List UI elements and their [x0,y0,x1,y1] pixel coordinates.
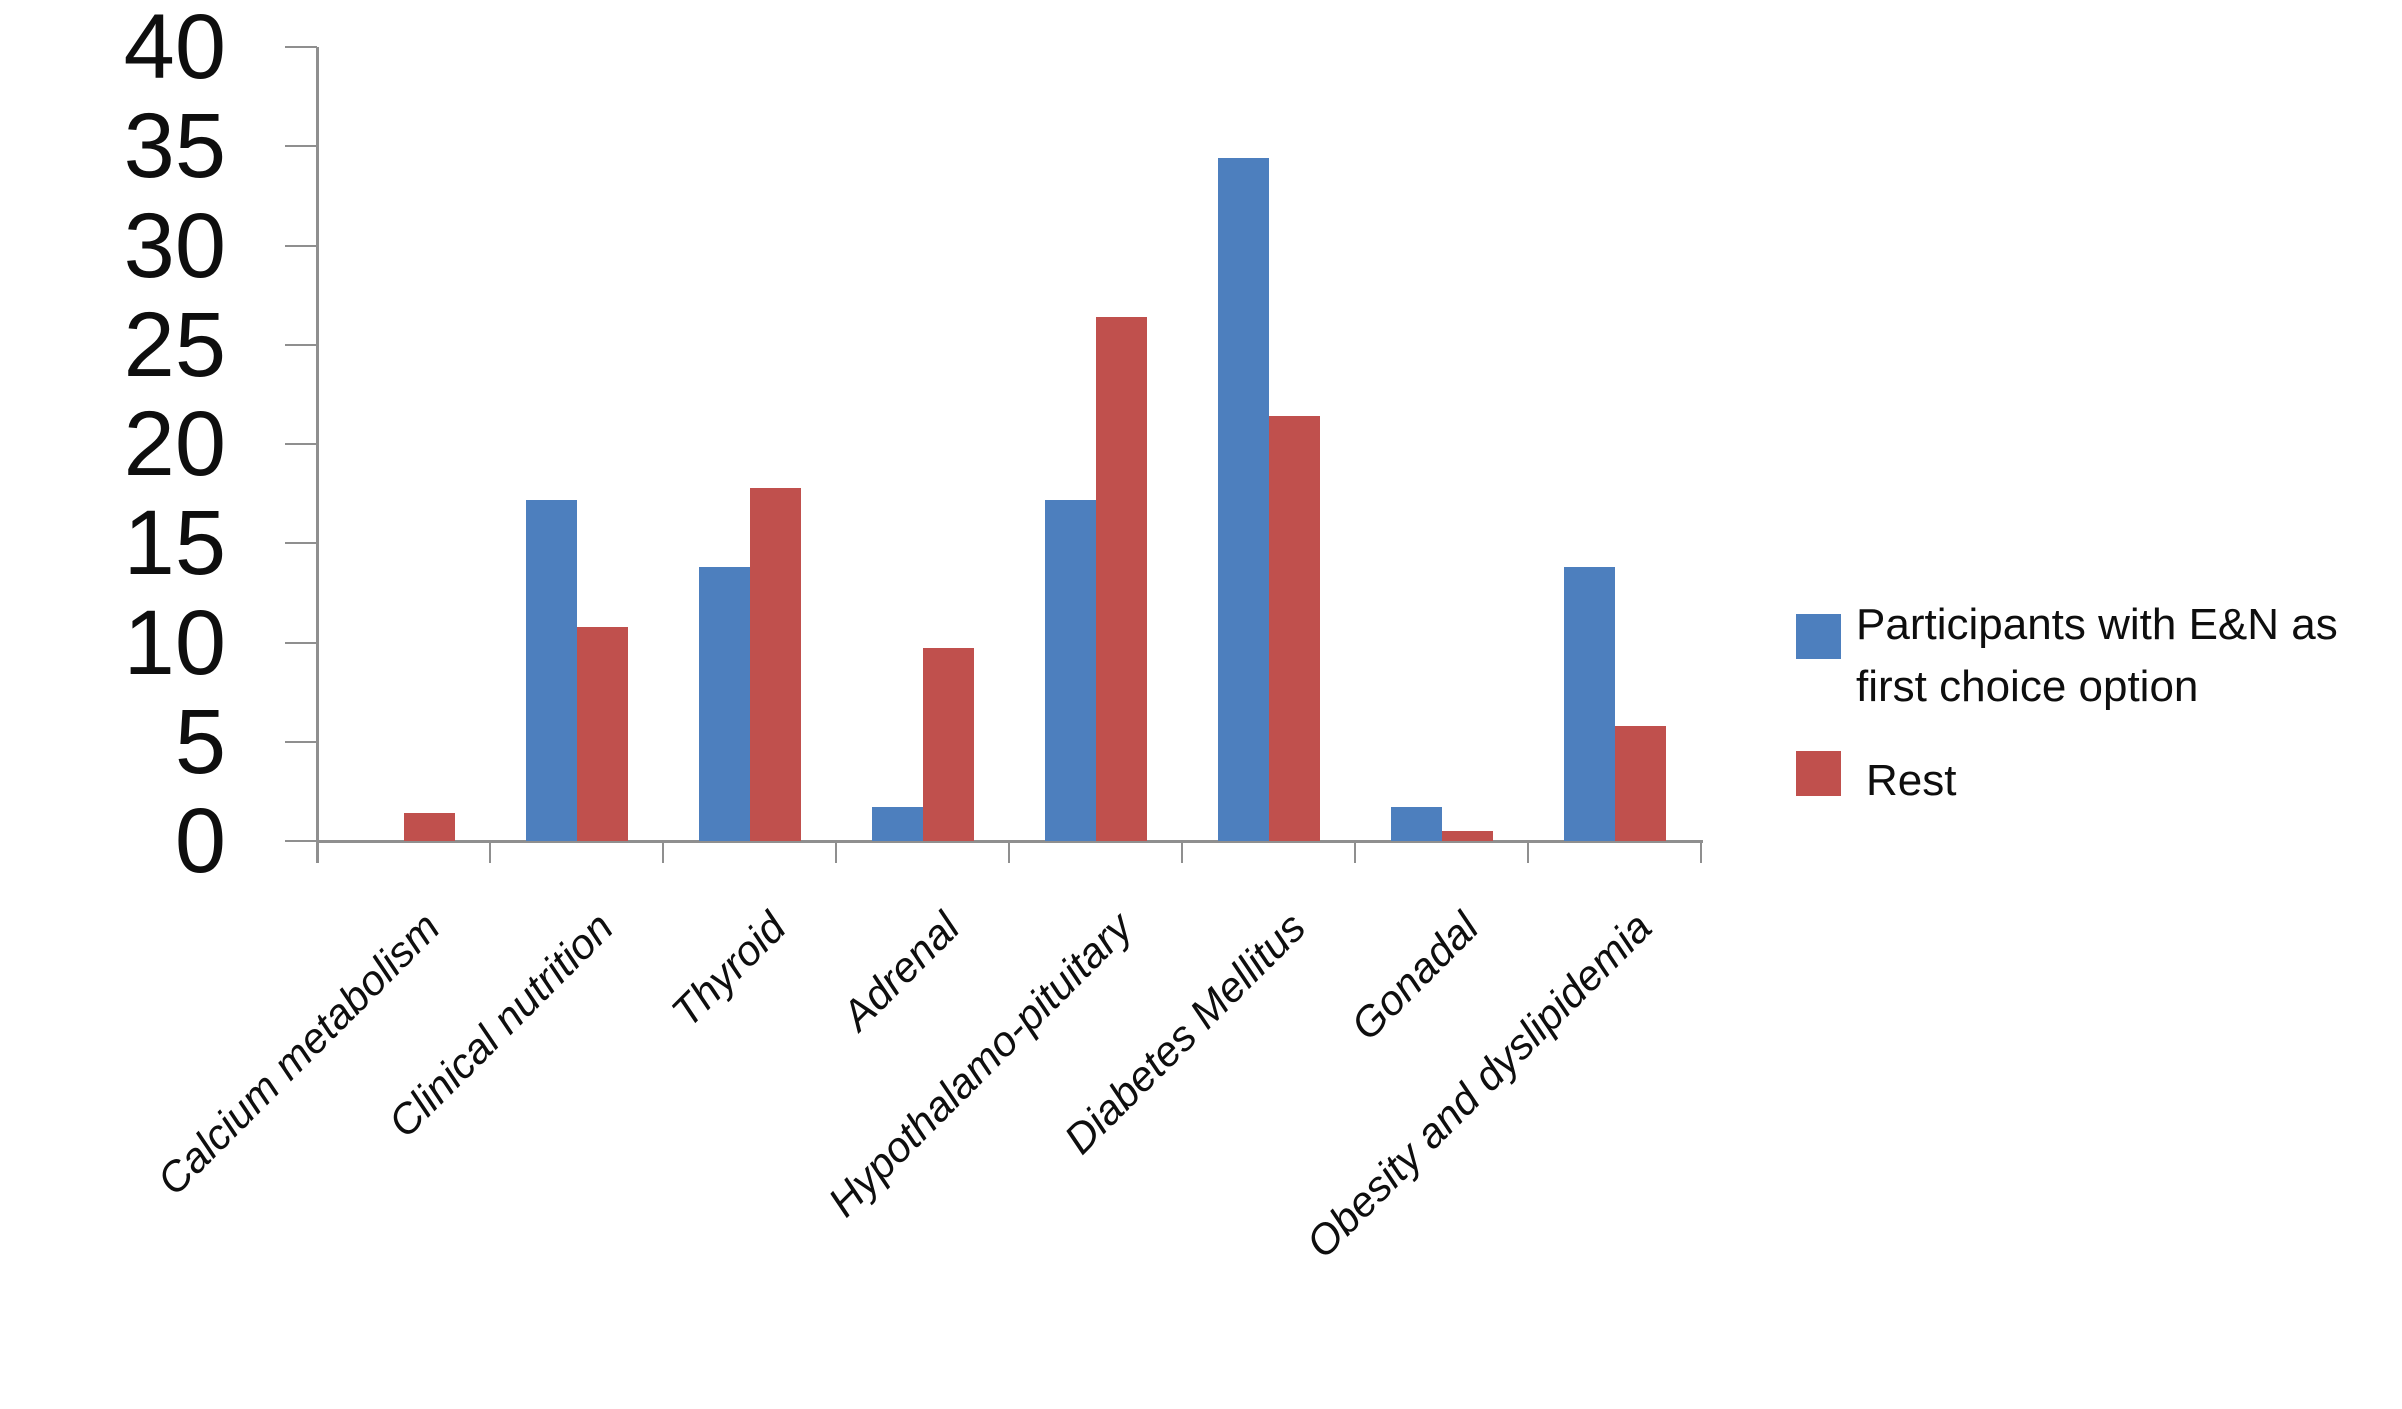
legend-label-participants: Participants with E&N as first choice op… [1856,600,2338,711]
bar-e-n-first-choice-gonadal [1390,807,1442,841]
bar-rest-diabetes-mellitus [1268,416,1320,841]
y-tick-25 [285,343,317,346]
y-tick-label-0: 0 [174,790,226,892]
y-tick-label-10: 10 [123,591,226,694]
y-tick-label-35: 35 [123,95,226,198]
bar-rest-thyroid [749,487,801,841]
y-tick-0 [285,840,317,842]
bar-rest-clinical-nutrition [576,626,628,841]
y-tick-label-15: 15 [123,492,226,595]
y-tick-30 [285,244,317,247]
x-category-tick-7 [1527,841,1529,863]
bar-e-n-first-choice-obesity-and-dyslipidemia [1563,567,1615,841]
bar-e-n-first-choice-diabetes-mellitus [1217,158,1269,841]
x-category-tick-3 [835,841,837,863]
bar-rest-adrenal [922,648,974,841]
x-label-hypothalamo-pituitary: Hypothalamo-pituitary [818,903,1142,1226]
x-label-calcium-metabolism: Calcium metabolism [148,903,450,1204]
x-category-tick-8 [1700,841,1702,863]
y-tick-15 [285,542,317,545]
bar-rest-gonadal [1441,831,1493,841]
legend-swatch-participants [1796,614,1841,659]
x-category-tick-0 [316,841,318,863]
bar-e-n-first-choice-clinical-nutrition [525,499,577,841]
bar-e-n-first-choice-hypothalamo-pituitary [1044,499,1096,841]
y-tick-label-20: 20 [123,393,226,495]
x-category-tick-2 [662,841,664,863]
y-tick-20 [285,443,317,445]
y-tick-label-5: 5 [174,690,226,793]
legend-swatch-rest [1796,751,1841,796]
bar-rest-hypothalamo-pituitary [1095,316,1147,841]
x-category-tick-4 [1008,841,1010,863]
bar-e-n-first-choice-adrenal [871,807,923,841]
x-label-obesity-and-dyslipidemia: Obesity and dyslipidemia [1296,903,1661,1267]
bar-rest-obesity-and-dyslipidemia [1614,725,1666,841]
x-category-tick-1 [489,841,491,863]
x-category-tick-5 [1181,841,1183,863]
y-tick-35 [285,145,317,148]
x-label-adrenal: Adrenal [832,903,969,1039]
x-label-gonadal: Gonadal [1341,903,1488,1049]
legend-label-rest: Rest [1866,756,1957,805]
bar-rest-calcium-metabolism [403,813,455,841]
bar-e-n-first-choice-thyroid [698,567,750,841]
x-category-tick-6 [1354,841,1356,863]
y-tick-label-30: 30 [123,194,226,297]
x-label-thyroid: Thyroid [662,903,796,1036]
y-tick-label-40: 40 [123,0,226,98]
y-tick-10 [285,641,317,644]
y-tick-40 [285,46,317,48]
y-tick-label-25: 25 [123,293,226,396]
y-axis-line [316,47,319,863]
y-tick-5 [285,740,317,743]
